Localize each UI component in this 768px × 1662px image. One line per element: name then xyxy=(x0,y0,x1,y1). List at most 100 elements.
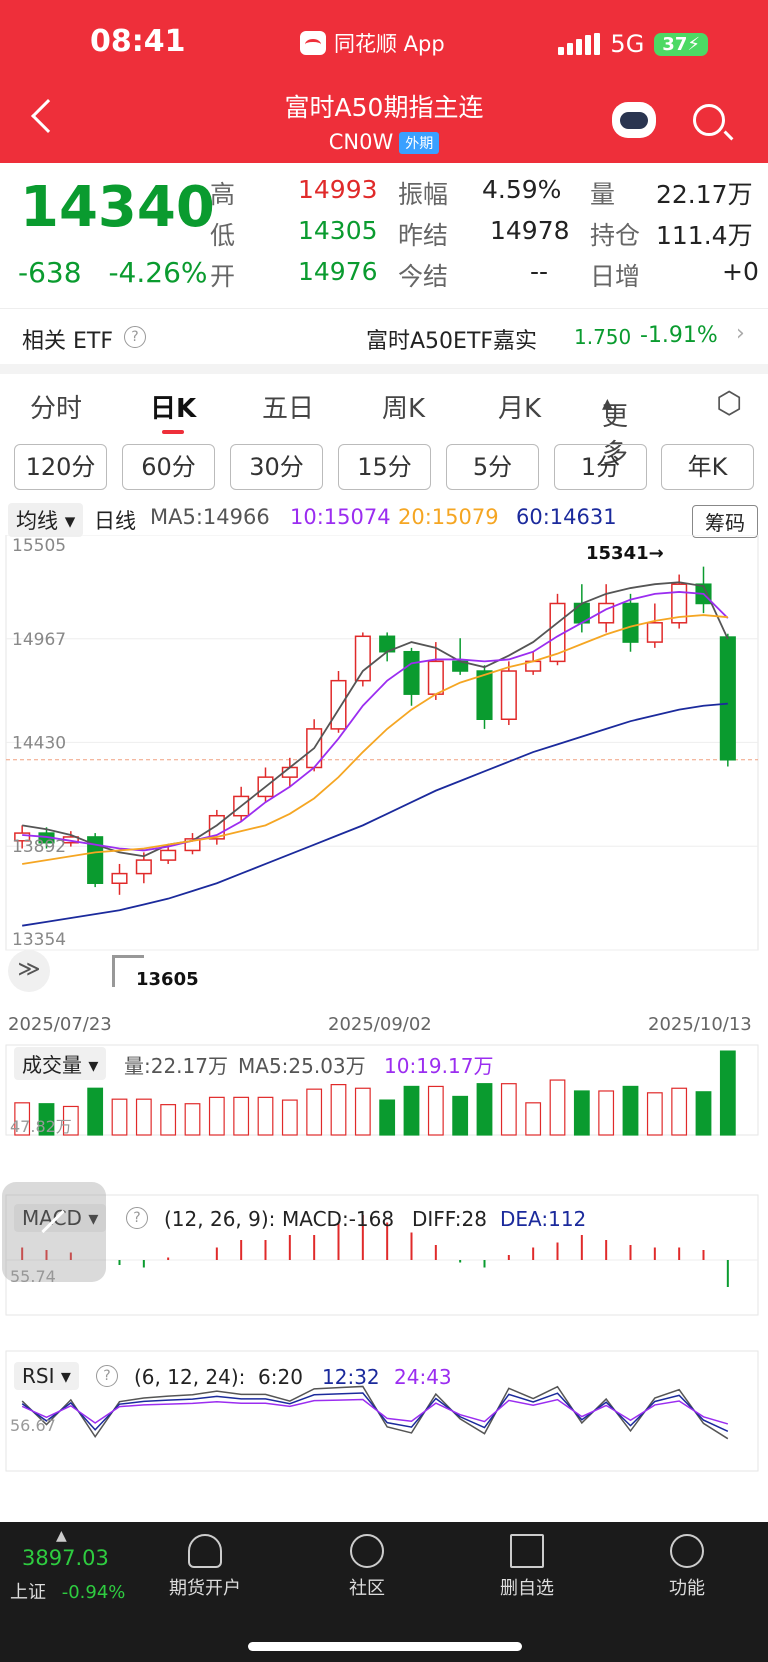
app-logo-icon xyxy=(300,31,326,55)
bottom-toolbar: ▲ 3897.03 上证 -0.94% 期货开户 社区 删自选 功能 xyxy=(0,1522,768,1662)
volume-toggle[interactable]: 成交量 ▾ xyxy=(14,1047,107,1080)
etf-pct: -1.91% xyxy=(640,323,718,348)
ma-line xyxy=(22,591,729,852)
ma10-value: 10:15074 xyxy=(290,505,391,529)
macd-toggle[interactable]: MACD ▾ xyxy=(14,1204,107,1232)
status-time: 08:41 xyxy=(90,24,186,59)
period-1min[interactable]: 1分 xyxy=(554,444,647,490)
volume-bar xyxy=(476,1083,493,1136)
help-icon[interactable]: ? xyxy=(124,326,146,348)
quote-row: 高 14993 振幅 4.59% 量 22.17万 xyxy=(210,175,758,216)
volume-bar xyxy=(233,1096,250,1136)
volume-bar xyxy=(184,1103,201,1136)
period-30min[interactable]: 30分 xyxy=(230,444,323,490)
volume-bar xyxy=(62,1105,79,1136)
period-15min[interactable]: 15分 xyxy=(338,444,431,490)
volume-bar xyxy=(354,1087,371,1136)
period-yearly-k[interactable]: 年K xyxy=(661,444,754,490)
period-120min[interactable]: 120分 xyxy=(14,444,107,490)
volume-bar xyxy=(306,1088,323,1136)
caret-down-icon: ▾ xyxy=(64,509,76,533)
vol-label: 量 xyxy=(590,180,616,209)
index-value[interactable]: 3897.03 xyxy=(22,1546,109,1570)
settings-hexagon-icon[interactable]: ⬡ xyxy=(716,386,743,421)
help-icon[interactable]: ? xyxy=(126,1207,148,1229)
tab-weekly-k[interactable]: 周K xyxy=(382,394,426,424)
macd-dea: DEA:112 xyxy=(500,1207,587,1231)
date-mid: 2025/09/02 xyxy=(328,1014,432,1035)
change-percent: -4.26% xyxy=(108,256,208,289)
volume-bar xyxy=(671,1087,688,1136)
period-60min[interactable]: 60分 xyxy=(122,444,215,490)
volume-bar xyxy=(500,1083,517,1136)
candle-body xyxy=(354,635,371,682)
rsi-legend: RSI ▾ ? (6, 12, 24): 6:20 12:32 24:43 xyxy=(0,1362,768,1392)
macd-bars xyxy=(5,1194,759,1316)
star-circle-icon xyxy=(350,1534,384,1568)
kline-chart[interactable]: 15505 14967 14430 13892 13354 15341→ 13605 2… xyxy=(0,535,768,1515)
remove-watchlist-button[interactable]: 删自选 xyxy=(472,1534,582,1600)
vol-value: 22.17万 xyxy=(656,180,753,209)
battery-level: 37 xyxy=(662,33,688,55)
volume-bar xyxy=(257,1096,274,1136)
macd-diff: DIFF:28 xyxy=(412,1207,487,1231)
chip-distribution-button[interactable]: 筹码 xyxy=(692,505,758,538)
delete-label: 删自选 xyxy=(500,1578,554,1599)
battery-icon: 37⚡ xyxy=(654,32,708,56)
tab-monthly-k[interactable]: 月K xyxy=(498,394,542,424)
index-info[interactable]: 上证 -0.94% xyxy=(10,1578,125,1604)
volume-bar xyxy=(111,1098,128,1136)
y-tick-labels: 15505 14967 14430 13892 13354 xyxy=(12,536,66,950)
floating-assist-button[interactable] xyxy=(2,1182,106,1282)
volume-bar xyxy=(87,1087,104,1136)
volume-bar xyxy=(330,1084,347,1136)
candle-body xyxy=(500,670,517,721)
search-icon[interactable] xyxy=(693,104,725,136)
candle-body xyxy=(184,838,201,852)
rsi-params: (6, 12, 24): xyxy=(134,1365,246,1389)
status-app[interactable]: 同花顺 App xyxy=(300,28,445,58)
volume-bar xyxy=(379,1099,396,1136)
crosshair-corner-icon[interactable] xyxy=(112,955,144,987)
candle-body xyxy=(427,660,444,695)
volume-bar xyxy=(403,1085,420,1136)
rsi-12: 12:32 xyxy=(322,1365,380,1389)
related-etf-row[interactable]: 相关 ETF ? 富时A50ETF嘉实 1.750 -1.91% › xyxy=(0,308,768,364)
tab-five-day[interactable]: 五日 xyxy=(262,394,315,424)
volume-bar xyxy=(573,1090,590,1136)
caret-down-icon: ▾ xyxy=(88,1206,99,1230)
help-icon[interactable]: ? xyxy=(96,1365,118,1387)
candle-body xyxy=(160,849,177,861)
prev-label: 昨结 xyxy=(398,221,449,250)
quote-panel: 14340 -638 -4.26% 高 14993 振幅 4.59% 量 22.… xyxy=(0,163,768,308)
rsi-toggle[interactable]: RSI ▾ xyxy=(14,1362,79,1390)
expand-arrows-icon[interactable]: ≫ xyxy=(8,950,50,992)
period-5min[interactable]: 5分 xyxy=(446,444,539,490)
ma-toggle[interactable]: 均线 ▾ xyxy=(8,503,84,537)
minus-box-icon xyxy=(510,1534,544,1568)
tab-daily-k[interactable]: 日K xyxy=(150,394,197,424)
signal-icon xyxy=(558,33,601,55)
function-menu-button[interactable]: 功能 xyxy=(632,1534,742,1600)
pencil-icon xyxy=(41,1209,65,1234)
futures-label: 期货开户 xyxy=(169,1578,241,1599)
tab-timeshare[interactable]: 分时 xyxy=(30,394,83,424)
y-tick-label: 13354 xyxy=(12,930,66,950)
oi-label: 持仓 xyxy=(590,221,641,250)
volume-bar xyxy=(14,1102,31,1136)
volume-toggle-label: 成交量 xyxy=(22,1053,82,1077)
rsi-line xyxy=(21,1385,729,1440)
candle-body xyxy=(403,650,420,695)
macd-toggle-label: MACD xyxy=(22,1206,82,1230)
volume-ma5: MA5:25.03万 xyxy=(238,1054,366,1078)
rsi-axis-label: 56.67 xyxy=(10,1416,56,1435)
futures-account-button[interactable]: 期货开户 xyxy=(150,1534,260,1600)
volume-bar xyxy=(719,1050,736,1136)
func-label: 功能 xyxy=(669,1578,705,1599)
amp-value: 4.59% xyxy=(482,175,562,204)
amp-label: 振幅 xyxy=(398,180,449,209)
assistant-robot-icon[interactable] xyxy=(612,102,656,138)
community-label: 社区 xyxy=(349,1578,385,1599)
volume-bar xyxy=(452,1095,469,1136)
community-button[interactable]: 社区 xyxy=(312,1534,422,1600)
